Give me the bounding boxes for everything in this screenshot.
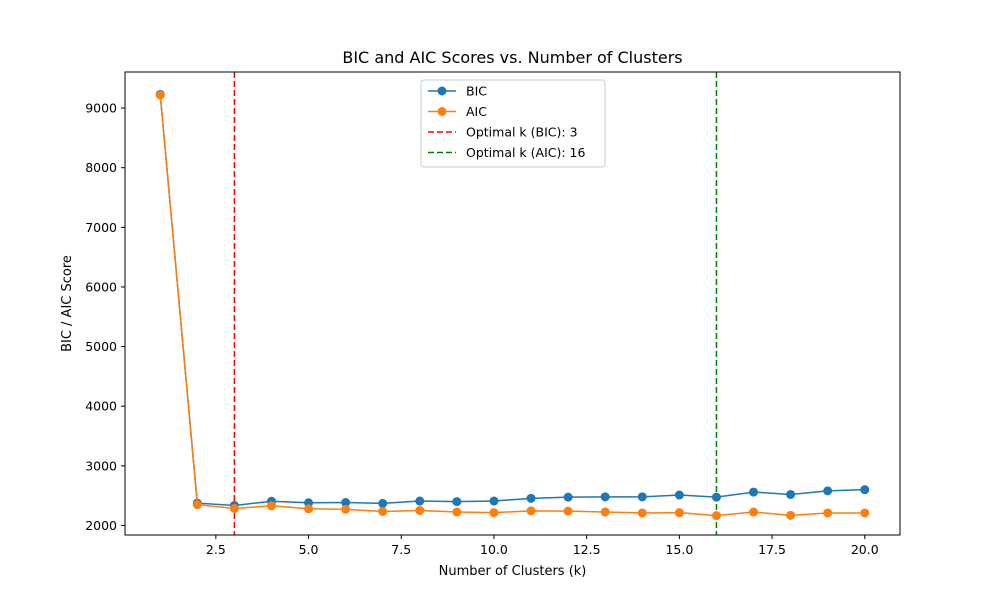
bic-point-k10 [489, 496, 499, 506]
aic-point-k19 [823, 508, 833, 518]
aic-point-k12 [563, 506, 573, 516]
x-axis-label: Number of Clusters (k) [439, 564, 587, 579]
x-tick-label: 12.5 [573, 542, 601, 557]
x-axis: 2.5 5.0 7.5 10.0 12.5 15.0 17.5 20.0 [206, 535, 879, 557]
y-tick-label: 9000 [85, 101, 117, 116]
x-tick-label: 15.0 [665, 542, 693, 557]
legend-box [420, 79, 606, 168]
aic-point-k3 [229, 503, 239, 513]
aic-point-k1 [155, 90, 165, 100]
aic-point-k18 [786, 510, 796, 520]
legend-marker-aic [437, 107, 447, 116]
x-tick-label: 7.5 [391, 542, 411, 557]
legend: BIC AIC Optimal k (BIC): 3 Optimal k (AIC):… [420, 79, 606, 168]
aic-series-line [159, 94, 865, 517]
y-tick-label: 8000 [85, 160, 117, 175]
x-tick-label: 17.5 [758, 542, 786, 557]
bic-point-k7 [378, 498, 388, 508]
aic-point-k2 [192, 500, 202, 510]
aic-point-k14 [637, 508, 647, 518]
aic-point-k5 [304, 504, 314, 514]
x-tick-label: 20.0 [851, 542, 879, 557]
y-axis-label: BIC / AIC Score [60, 255, 75, 352]
aic-point-k17 [749, 507, 759, 517]
legend-label-aic-optimal: Optimal k (AIC): 16 [466, 145, 585, 160]
bic-point-k6 [341, 498, 351, 508]
bic-series-line [159, 94, 865, 507]
bic-point-k13 [600, 492, 610, 502]
y-tick-label: 4000 [85, 399, 117, 414]
x-tick-label: 5.0 [299, 542, 319, 557]
y-tick-label: 3000 [85, 458, 117, 473]
bic-point-k17 [749, 487, 759, 497]
aic-point-k7 [378, 506, 388, 516]
x-tick-label: 2.5 [206, 542, 226, 557]
y-tick-label: 7000 [85, 220, 117, 235]
aic-point-k9 [452, 507, 462, 517]
plot-area [155, 72, 870, 535]
aic-point-k20 [860, 508, 870, 518]
bic-point-k9 [452, 497, 462, 507]
bic-point-k16 [711, 492, 721, 502]
bic-point-k11 [526, 493, 536, 503]
bic-point-k18 [786, 489, 796, 499]
legend-label-bic: BIC [466, 84, 487, 99]
bic-point-k14 [637, 492, 647, 502]
aic-point-k6 [341, 504, 351, 514]
y-axis: 2000 3000 4000 5000 6000 7000 8000 9000 [85, 101, 125, 533]
chart-title: BIC and AIC Scores vs. Number of Cluster… [342, 48, 682, 67]
bic-point-k19 [823, 486, 833, 496]
legend-label-bic-optimal: Optimal k (BIC): 3 [466, 125, 578, 140]
legend-label-aic: AIC [466, 104, 487, 119]
y-tick-label: 6000 [85, 279, 117, 294]
aic-point-k13 [600, 507, 610, 517]
axes-frame [124, 71, 901, 536]
bic-point-k20 [860, 485, 870, 495]
x-tick-label: 10.0 [480, 542, 508, 557]
aic-point-k11 [526, 506, 536, 516]
legend-marker-bic [437, 86, 447, 96]
aic-point-k4 [266, 501, 276, 511]
aic-point-k8 [415, 506, 425, 516]
aic-point-k10 [489, 508, 499, 518]
bic-point-k15 [674, 490, 684, 500]
bic-point-k12 [563, 492, 573, 502]
y-tick-label: 5000 [85, 339, 117, 354]
bic-point-k8 [415, 496, 425, 506]
aic-point-k16 [711, 511, 721, 521]
y-tick-label: 2000 [85, 518, 117, 533]
aic-point-k15 [674, 508, 684, 518]
